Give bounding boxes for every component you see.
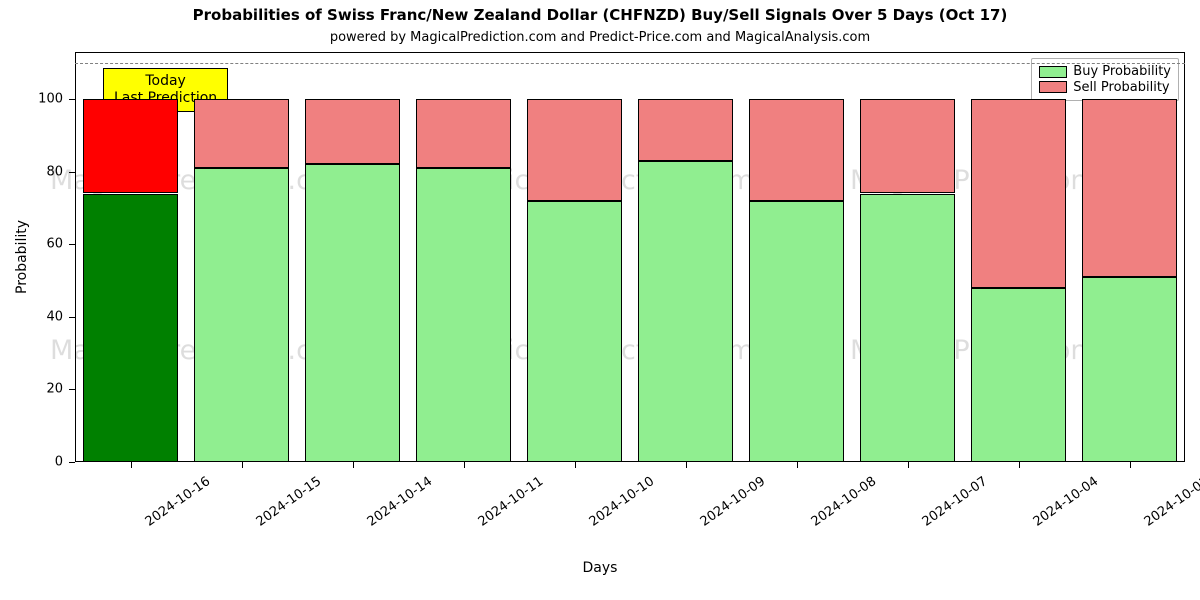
x-axis-label: Days bbox=[0, 560, 1200, 576]
x-tick-label: 2024-10-03 bbox=[1141, 474, 1200, 530]
bar-sell bbox=[638, 99, 733, 161]
legend-swatch bbox=[1039, 66, 1067, 78]
x-tick-mark bbox=[686, 462, 687, 468]
bar-sell bbox=[83, 99, 178, 193]
x-tick-label: 2024-10-16 bbox=[142, 474, 213, 530]
bar-buy bbox=[416, 168, 511, 462]
chart-subtitle: powered by MagicalPrediction.com and Pre… bbox=[0, 30, 1200, 45]
y-tick-mark bbox=[69, 317, 75, 318]
bar-sell bbox=[194, 99, 289, 168]
bar-buy bbox=[1082, 277, 1177, 462]
y-tick-mark bbox=[69, 389, 75, 390]
legend-label: Buy Probability bbox=[1073, 64, 1171, 80]
legend-item: Sell Probability bbox=[1039, 80, 1171, 96]
bar-buy bbox=[194, 168, 289, 462]
x-tick-mark bbox=[464, 462, 465, 468]
x-tick-mark bbox=[1019, 462, 1020, 468]
x-tick-mark bbox=[1130, 462, 1131, 468]
y-tick-mark bbox=[69, 462, 75, 463]
bar-sell bbox=[305, 99, 400, 164]
x-tick-label: 2024-10-09 bbox=[697, 474, 768, 530]
bar-buy bbox=[305, 164, 400, 462]
x-tick-mark bbox=[797, 462, 798, 468]
bar-buy bbox=[527, 201, 622, 462]
bar-sell bbox=[971, 99, 1066, 288]
x-tick-label: 2024-10-08 bbox=[808, 474, 879, 530]
chart-title: Probabilities of Swiss Franc/New Zealand… bbox=[0, 6, 1200, 24]
y-tick-mark bbox=[69, 99, 75, 100]
x-tick-mark bbox=[131, 462, 132, 468]
legend: Buy ProbabilitySell Probability bbox=[1031, 58, 1179, 101]
legend-label: Sell Probability bbox=[1073, 80, 1169, 96]
y-tick-label: 40 bbox=[0, 309, 63, 324]
chart-root: Probabilities of Swiss Franc/New Zealand… bbox=[0, 0, 1200, 600]
today-annotation-line: Today bbox=[114, 73, 217, 90]
x-tick-label: 2024-10-11 bbox=[475, 474, 546, 530]
bar-sell bbox=[527, 99, 622, 201]
x-tick-label: 2024-10-07 bbox=[919, 474, 990, 530]
legend-item: Buy Probability bbox=[1039, 64, 1171, 80]
y-tick-label: 0 bbox=[0, 455, 63, 470]
x-tick-label: 2024-10-14 bbox=[364, 474, 435, 530]
legend-swatch bbox=[1039, 81, 1067, 93]
bar-buy bbox=[860, 194, 955, 462]
y-tick-label: 20 bbox=[0, 382, 63, 397]
y-tick-mark bbox=[69, 172, 75, 173]
y-tick-mark bbox=[69, 244, 75, 245]
y-axis-label: Probability bbox=[14, 220, 30, 294]
x-tick-mark bbox=[242, 462, 243, 468]
x-tick-mark bbox=[575, 462, 576, 468]
x-tick-label: 2024-10-10 bbox=[586, 474, 657, 530]
x-tick-mark bbox=[908, 462, 909, 468]
bar-buy bbox=[749, 201, 844, 462]
bar-sell bbox=[860, 99, 955, 193]
y-tick-label: 100 bbox=[0, 92, 63, 107]
x-tick-label: 2024-10-15 bbox=[253, 474, 324, 530]
reference-hline bbox=[75, 63, 1185, 64]
bar-buy bbox=[971, 288, 1066, 462]
x-tick-label: 2024-10-04 bbox=[1030, 474, 1101, 530]
y-tick-label: 80 bbox=[0, 164, 63, 179]
x-tick-mark bbox=[353, 462, 354, 468]
bar-buy bbox=[83, 194, 178, 462]
bar-sell bbox=[749, 99, 844, 201]
bar-sell bbox=[416, 99, 511, 168]
bar-sell bbox=[1082, 99, 1177, 277]
bar-buy bbox=[638, 161, 733, 462]
y-tick-label: 60 bbox=[0, 237, 63, 252]
